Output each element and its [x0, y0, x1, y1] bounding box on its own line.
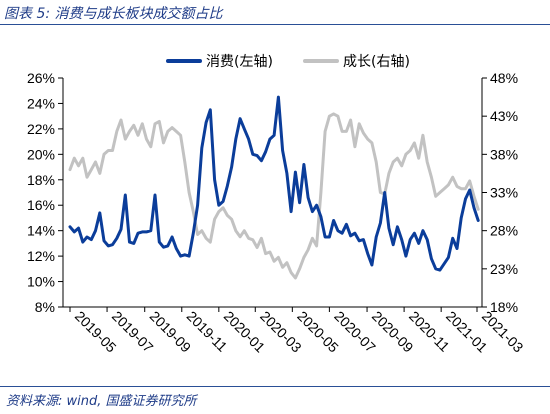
left-tick-label: 16% — [27, 197, 55, 213]
legend-label-growth: 成长(右轴) — [343, 54, 410, 70]
right-axis-ticks: 18% 23% 28% 33% 38% 43% 48% — [482, 70, 518, 315]
source-divider — [0, 386, 550, 387]
right-tick-label: 38% — [490, 146, 518, 162]
left-axis-ticks: 8% 10% 12% 14% 16% 18% 20% 22% 24% 26% — [27, 70, 63, 315]
series-line-consumption — [68, 95, 480, 272]
x-axis-ticks: 2019-052019-072019-092019-112020-012020-… — [69, 307, 527, 356]
left-tick-label: 18% — [27, 172, 55, 188]
right-tick-label: 28% — [490, 223, 518, 239]
left-tick-label: 8% — [35, 299, 55, 315]
chart-title: 图表 5: 消费与成长板块成交额占比 — [4, 6, 223, 22]
left-tick-label: 22% — [27, 121, 55, 137]
left-tick-label: 24% — [27, 95, 55, 111]
series-line-growth — [68, 112, 480, 280]
legend-label-consumption: 消费(左轴) — [206, 54, 273, 70]
title-divider — [0, 24, 550, 25]
legend: 消费(左轴) 成长(右轴) — [166, 54, 410, 70]
left-tick-label: 20% — [27, 146, 55, 162]
right-tick-label: 18% — [490, 299, 518, 315]
right-tick-label: 23% — [490, 261, 518, 277]
series-layer — [68, 95, 480, 280]
source-note: 资料来源: wind, 国盛证券研究所 — [6, 394, 197, 409]
plot-frame — [62, 78, 483, 308]
left-tick-label: 12% — [27, 248, 55, 264]
left-tick-label: 14% — [27, 223, 55, 239]
line-chart: 8% 10% 12% 14% 16% 18% 20% 22% 24% 26% 18% 23% 28% 3… — [27, 54, 527, 356]
right-tick-label: 43% — [490, 108, 518, 124]
left-tick-label: 10% — [27, 274, 55, 290]
left-tick-label: 26% — [27, 70, 55, 86]
right-tick-label: 48% — [490, 70, 518, 86]
right-tick-label: 33% — [490, 185, 518, 201]
